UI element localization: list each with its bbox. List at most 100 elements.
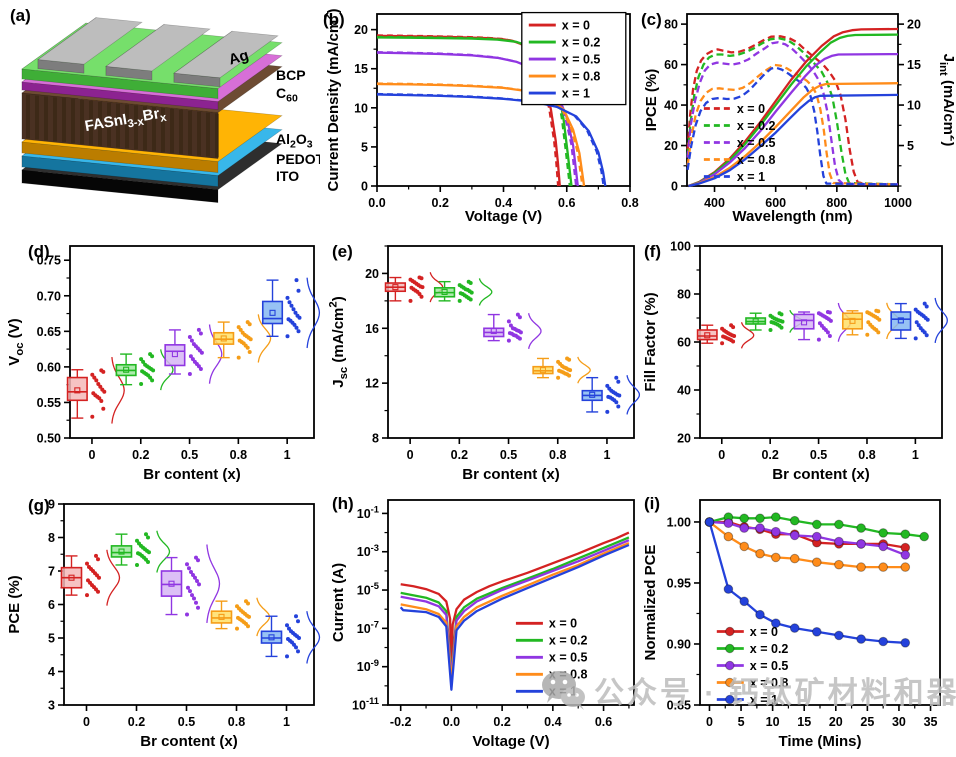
svg-text:40: 40 — [664, 99, 678, 113]
svg-text:0.65: 0.65 — [37, 325, 61, 339]
svg-text:5: 5 — [361, 140, 368, 154]
svg-text:Jint (mA/cm2): Jint (mA/cm2) — [937, 54, 954, 147]
svg-text:3: 3 — [48, 699, 55, 713]
svg-text:15: 15 — [797, 715, 811, 729]
svg-text:-0.2: -0.2 — [390, 715, 412, 729]
panel-tag-c: (c) — [641, 10, 662, 29]
svg-text:0.8: 0.8 — [228, 715, 245, 729]
panel-h-plot: -0.2 0.0 0.2 0.4 0.6 10-1 10-3 10-5 10-7 10-9 10-1… — [328, 490, 646, 755]
svg-text:0.4: 0.4 — [495, 196, 512, 210]
svg-text:6: 6 — [48, 598, 55, 612]
svg-text:10: 10 — [766, 715, 780, 729]
svg-text:0.4: 0.4 — [544, 715, 561, 729]
panel-c: (c) 400 600 800 1000 0 20 40 60 80 5 10 15 20 Wavelen… — [641, 4, 956, 230]
svg-text:BCP: BCP — [276, 67, 306, 83]
svg-text:Br content (x): Br content (x) — [143, 466, 241, 483]
svg-text:IPCE (%): IPCE (%) — [643, 69, 660, 132]
svg-text:Br content (x): Br content (x) — [462, 466, 560, 483]
panel-tag-a: (a) — [10, 6, 31, 25]
panel-g-plot: 3 4 5 6 7 8 9 Br content (x) PCE (%) 0 0.2 0.5 0.8 1 — [4, 490, 326, 755]
panel-tag-i: (i) — [644, 494, 661, 513]
svg-text:0.55: 0.55 — [37, 396, 61, 410]
panel-g: (g) 3 4 5 6 7 8 9 Br content (x) PCE (%) 0 0.2 0.5 0… — [4, 490, 326, 755]
svg-text:35: 35 — [924, 715, 938, 729]
svg-text:0.2: 0.2 — [132, 448, 149, 462]
svg-text:10: 10 — [354, 101, 368, 115]
svg-text:x = 0.2: x = 0.2 — [750, 642, 789, 656]
panel-tag-e: (e) — [332, 242, 353, 261]
svg-text:15: 15 — [354, 62, 368, 76]
panel-h: (h) -0.2 0.0 0.2 0.4 0.6 10-1 10-3 10-5 10-7 10-9… — [328, 490, 646, 755]
svg-text:0.50: 0.50 — [37, 432, 61, 446]
panel-i-plot: 0 5 10 15 20 25 30 35 0.85 0.90 0.95 1.00 Time (Mins… — [640, 490, 954, 755]
svg-text:8: 8 — [372, 432, 379, 446]
svg-text:x = 0.5: x = 0.5 — [562, 52, 601, 66]
svg-text:C60: C60 — [276, 85, 298, 105]
svg-text:10-1: 10-1 — [357, 504, 379, 521]
svg-text:Fill Factor (%): Fill Factor (%) — [642, 292, 659, 391]
svg-text:Jsc (mA/cm2): Jsc (mA/cm2) — [328, 296, 350, 387]
svg-text:Ag: Ag — [227, 47, 251, 69]
svg-text:0.75: 0.75 — [37, 254, 61, 268]
svg-text:0.5: 0.5 — [181, 448, 198, 462]
svg-text:1: 1 — [284, 448, 291, 462]
svg-text:Voc (V): Voc (V) — [6, 318, 26, 365]
svg-text:5: 5 — [907, 139, 914, 153]
panel-b: (b) 0.0 0.2 0.4 0.6 0.8 0 5 10 15 20 Voltage (V) Cu… — [323, 4, 640, 230]
panel-d-plot: 0.50 0.55 0.60 0.65 0.70 0.75 Br content (x) Vo… — [4, 232, 326, 488]
svg-text:0.90: 0.90 — [667, 637, 691, 651]
svg-text:0: 0 — [83, 715, 90, 729]
svg-text:20: 20 — [907, 18, 921, 32]
svg-text:x = 1: x = 1 — [750, 693, 778, 707]
svg-text:5: 5 — [738, 715, 745, 729]
svg-text:0.2: 0.2 — [493, 715, 510, 729]
svg-text:0.8: 0.8 — [549, 448, 566, 462]
panel-c-plot: 400 600 800 1000 0 20 40 60 80 5 10 15 20 Wavelength … — [641, 4, 956, 230]
svg-text:0.5: 0.5 — [500, 448, 517, 462]
svg-text:0.2: 0.2 — [432, 196, 449, 210]
svg-text:0.0: 0.0 — [443, 715, 460, 729]
panel-tag-g: (g) — [28, 496, 50, 515]
panel-tag-h: (h) — [332, 494, 354, 513]
svg-text:x = 0: x = 0 — [737, 102, 765, 116]
svg-text:800: 800 — [826, 196, 847, 210]
svg-text:60: 60 — [677, 336, 691, 350]
svg-text:10: 10 — [907, 99, 921, 113]
svg-text:Current (A): Current (A) — [330, 563, 347, 642]
svg-text:0.6: 0.6 — [595, 715, 612, 729]
svg-text:0: 0 — [88, 448, 95, 462]
panel-d: (d) 0.50 0.55 0.60 0.65 0.70 0.75 Br content (… — [4, 232, 326, 488]
svg-text:x = 0.5: x = 0.5 — [737, 136, 776, 150]
svg-text:0.85: 0.85 — [667, 699, 691, 713]
svg-text:Br content (x): Br content (x) — [772, 466, 870, 483]
svg-text:10-7: 10-7 — [357, 619, 379, 636]
svg-text:10-3: 10-3 — [357, 542, 379, 559]
svg-text:10-5: 10-5 — [357, 580, 379, 597]
svg-text:x = 0.5: x = 0.5 — [750, 659, 789, 673]
svg-text:80: 80 — [664, 18, 678, 32]
svg-text:PCE (%): PCE (%) — [6, 575, 23, 633]
svg-text:400: 400 — [704, 196, 725, 210]
svg-text:x = 0.8: x = 0.8 — [750, 676, 789, 690]
svg-text:Voltage (V): Voltage (V) — [472, 733, 549, 750]
panel-f: (f) 20 40 60 80 100 Br content (x) Fill Factor… — [640, 232, 954, 488]
svg-text:x = 1: x = 1 — [562, 86, 590, 100]
panel-e-plot: 8 12 16 20 Br content (x) Jsc (mA/cm2) 0 0.2 0.5… — [328, 232, 646, 488]
svg-text:0: 0 — [718, 448, 725, 462]
panel-g-chart: 3 4 5 6 7 8 9 Br content (x) PCE (%) 0 0.2 0.5 0.8 1 — [6, 498, 321, 750]
svg-text:x = 0.8: x = 0.8 — [737, 153, 776, 167]
svg-text:12: 12 — [365, 377, 379, 391]
svg-text:60: 60 — [664, 58, 678, 72]
svg-text:8: 8 — [48, 531, 55, 545]
svg-text:40: 40 — [677, 384, 691, 398]
panel-f-chart: 20 40 60 80 100 Br content (x) Fill Factor (%)… — [642, 240, 948, 483]
svg-text:Br content (x): Br content (x) — [140, 733, 238, 750]
svg-text:x = 0.5: x = 0.5 — [549, 651, 588, 665]
svg-text:20: 20 — [829, 715, 843, 729]
svg-text:Al2O3: Al2O3 — [276, 131, 313, 151]
svg-text:5: 5 — [48, 632, 55, 646]
panel-h-chart: -0.2 0.0 0.2 0.4 0.6 10-1 10-3 10-5 10-7 10-9 10-1… — [330, 499, 635, 750]
